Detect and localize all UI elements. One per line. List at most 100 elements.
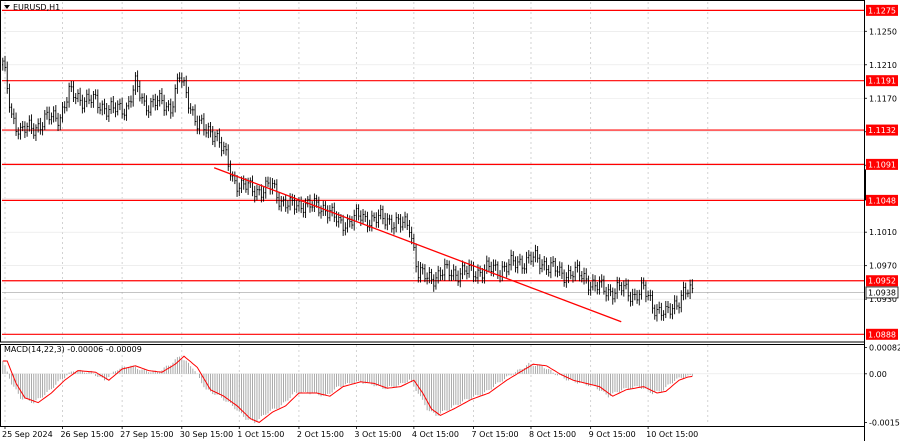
candle [6, 61, 9, 94]
candle [256, 184, 258, 201]
candle [636, 290, 639, 304]
level-tag: 1.0952 [866, 275, 898, 287]
candle [302, 202, 305, 218]
candle [97, 89, 99, 114]
trendline-line[interactable] [213, 167, 622, 323]
candle [565, 272, 568, 288]
candle [291, 193, 294, 206]
candle [461, 260, 464, 280]
candle [229, 160, 232, 181]
candle [413, 233, 415, 251]
time-tick-label: 1 Oct 15:00 [237, 430, 284, 439]
level-tag-label: 1.0952 [868, 277, 896, 286]
candle [488, 257, 490, 273]
current-price-tag-bg [865, 286, 899, 299]
candle [63, 101, 66, 114]
candle [108, 105, 110, 122]
level-tag-bg [866, 275, 898, 287]
candle [585, 268, 588, 284]
macd-title: MACD(14,22,3) -0.00006 -0.00009 [4, 345, 142, 354]
candle [161, 88, 163, 105]
trendline[interactable] [213, 167, 622, 323]
candle [99, 102, 102, 115]
candle [280, 196, 283, 212]
candle [59, 114, 62, 131]
candle [94, 89, 97, 100]
candle [426, 272, 429, 285]
level-tag-bg [866, 4, 898, 16]
candle [638, 289, 641, 306]
candle [306, 196, 309, 208]
candle [253, 185, 256, 203]
candle [494, 259, 497, 271]
candle [200, 114, 203, 125]
support-resistance-levels[interactable] [2, 9, 864, 335]
candle [421, 263, 424, 275]
candle [444, 258, 446, 281]
price-tick-label: 1.0970 [869, 262, 897, 271]
candle [572, 271, 574, 283]
candle [550, 257, 552, 279]
candle [395, 212, 398, 233]
candle [172, 101, 174, 117]
candle [534, 244, 537, 263]
candle [439, 267, 442, 281]
candle [234, 171, 236, 185]
candle [512, 251, 515, 266]
candle [134, 72, 137, 95]
candle [163, 94, 166, 116]
candle [101, 100, 104, 116]
candle [656, 304, 658, 322]
candle [77, 89, 79, 103]
current-price-label: 1.0938 [868, 288, 896, 297]
candle [640, 277, 643, 300]
time-axis: 25 Sep 2024 26 Sep 15:00 27 Sep 15:00 30 Se… [2, 426, 698, 439]
candle [105, 102, 108, 121]
candle [419, 262, 422, 283]
time-tick-label: 2 Oct 15:00 [297, 430, 344, 439]
candle [578, 261, 581, 282]
candle [81, 94, 84, 114]
candle [152, 94, 155, 108]
candle [178, 72, 181, 83]
level-tag-label: 1.1132 [868, 126, 896, 135]
candle [689, 279, 692, 300]
candle [623, 280, 625, 297]
candle [472, 261, 475, 283]
candle [631, 288, 634, 306]
level-tag-label: 1.0888 [868, 330, 896, 339]
candle [287, 200, 289, 214]
candle [527, 250, 530, 264]
candle [242, 175, 245, 190]
candle [653, 304, 656, 320]
candle [116, 100, 119, 116]
time-tick-label: 25 Sep 2024 [2, 430, 53, 439]
candle [50, 112, 53, 125]
candle [437, 265, 440, 284]
candle [39, 117, 42, 135]
candle [627, 279, 630, 302]
candle [110, 97, 113, 114]
candle [561, 262, 563, 280]
candle [490, 261, 493, 277]
candle [346, 214, 349, 233]
candle [141, 93, 144, 104]
candle [397, 213, 400, 225]
candle [543, 255, 546, 271]
candle [558, 261, 561, 277]
time-tick-label: 9 Oct 15:00 [589, 430, 636, 439]
candle [428, 267, 431, 284]
level-tag: 1.1275 [866, 4, 898, 16]
grid [2, 2, 864, 425]
candle [417, 261, 420, 283]
candle [514, 256, 517, 273]
candle [313, 193, 316, 213]
candle [205, 124, 208, 138]
candle [594, 275, 597, 292]
candle [600, 274, 603, 288]
candle [614, 288, 616, 303]
triangle-down-icon[interactable] [4, 5, 10, 9]
candle [329, 205, 331, 222]
candle [563, 269, 566, 287]
